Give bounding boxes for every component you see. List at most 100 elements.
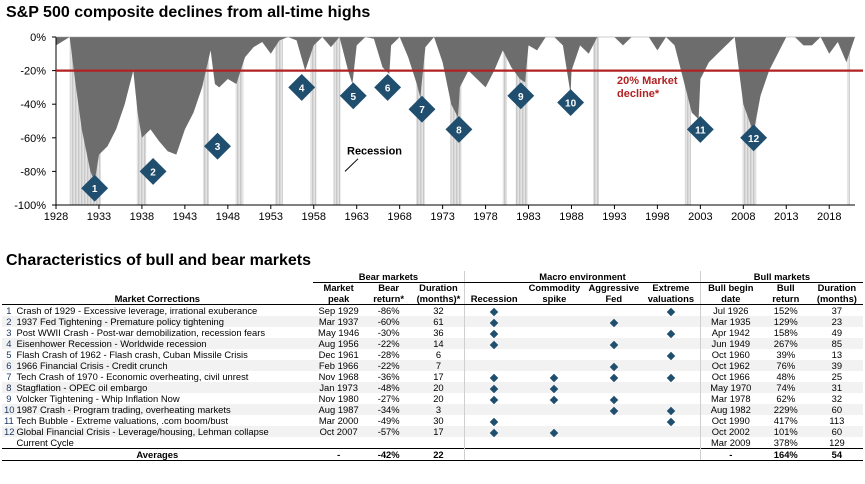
correction-marker bbox=[81, 174, 109, 202]
table-row: 10 1987 Crash - Program trading, overheat… bbox=[2, 404, 863, 415]
recession-flag bbox=[464, 437, 524, 449]
x-tick-label: 2008 bbox=[731, 211, 755, 223]
x-tick-label: 1973 bbox=[430, 211, 454, 223]
bear-duration: 14 bbox=[433, 338, 444, 349]
bull-return: 48% bbox=[776, 371, 796, 382]
bull-begin-date: Jun 1949 bbox=[699, 338, 761, 349]
bull-duration: 60 bbox=[831, 404, 843, 415]
correction-marker bbox=[204, 132, 231, 160]
bull-begin-date: Aug 1982 bbox=[699, 404, 761, 415]
market-peak: Mar 1937 bbox=[318, 316, 359, 327]
diamond-icon bbox=[550, 384, 559, 393]
correction-marker-label: 5 bbox=[350, 92, 356, 103]
bull-return: 129% bbox=[773, 316, 798, 327]
correction-name: Post WWII Crash - Post-war demobilizatio… bbox=[16, 327, 266, 338]
commodity-flag bbox=[523, 316, 586, 327]
diamond-icon bbox=[666, 307, 676, 316]
market-peak: Sep 1929 bbox=[318, 305, 359, 316]
y-tick-label: 0% bbox=[30, 32, 46, 44]
recession-band bbox=[847, 37, 850, 205]
commodity-flag bbox=[523, 415, 586, 426]
row-number: 10 bbox=[4, 404, 15, 415]
table-row: 1 Crash of 1929 - Excessive leverage, irr… bbox=[2, 304, 863, 317]
bull-return: 267% bbox=[773, 338, 798, 349]
bull-return: 101% bbox=[773, 426, 798, 437]
recession-band bbox=[275, 37, 283, 205]
bull-return: 158% bbox=[773, 327, 798, 338]
valuations-flag bbox=[642, 404, 700, 415]
bull-duration: 13 bbox=[831, 349, 843, 360]
recession-flag bbox=[464, 404, 524, 415]
bull-begin-header: Bull begin date bbox=[699, 282, 761, 305]
commodity-flag bbox=[523, 338, 586, 349]
valuations-flag bbox=[642, 305, 700, 317]
x-tick-label: 2003 bbox=[688, 211, 712, 223]
bear-return: -49% bbox=[377, 415, 400, 426]
recession-flag bbox=[464, 338, 524, 349]
market-peak: Oct 2007 bbox=[319, 426, 358, 437]
macro-group-header: Macro environment bbox=[464, 271, 701, 283]
avg-bull-return: 164% bbox=[760, 448, 811, 461]
fed-flag bbox=[586, 371, 642, 382]
avg-fed bbox=[585, 448, 642, 461]
correction-name: Global Financial Crisis - Leverage/housi… bbox=[16, 426, 269, 437]
table-row: 2 1937 Fed Tightening - Premature policy … bbox=[2, 316, 863, 327]
market-table: Bear markets Macro environment Bull mark… bbox=[2, 271, 863, 461]
valuations-flag bbox=[642, 415, 700, 426]
row-number: 6 bbox=[6, 360, 12, 371]
row-number: 2 bbox=[6, 316, 12, 327]
table-row: 6 1966 Financial Crisis - Credit crunch Fe… bbox=[2, 360, 863, 371]
row-number bbox=[2, 437, 15, 449]
avg-bull-duration: 54 bbox=[810, 448, 863, 461]
bull-begin-date: Oct 1966 bbox=[699, 371, 761, 382]
table-row: Current Cycle Mar 2009 378% 129 bbox=[2, 437, 863, 449]
threshold-label-line2: decline* bbox=[617, 88, 660, 100]
bull-duration: 23 bbox=[831, 316, 843, 327]
recession-label: Recession bbox=[347, 146, 402, 158]
valuations-flag bbox=[642, 426, 700, 437]
diamond-icon bbox=[489, 307, 499, 316]
bear-duration bbox=[413, 437, 465, 449]
averages-row: Averages - -42% 22-164% 54 bbox=[2, 448, 863, 461]
table-row: 4 Eisenhower Recession - Worldwide recess… bbox=[2, 338, 863, 349]
recession-flag bbox=[464, 382, 524, 393]
bull-begin-date: Mar 1978 bbox=[699, 393, 761, 404]
bear-duration: 3 bbox=[435, 404, 442, 415]
correction-marker bbox=[139, 157, 167, 185]
commodity-flag bbox=[523, 393, 586, 404]
commodity-flag bbox=[523, 404, 586, 415]
bear-return: -28% bbox=[377, 349, 400, 360]
x-tick-label: 1993 bbox=[602, 211, 626, 223]
correction-name: Tech Crash of 1970 - Economic overheatin… bbox=[16, 371, 249, 382]
bear-return: -27% bbox=[377, 393, 400, 404]
recession-band bbox=[684, 37, 691, 205]
correction-marker-label: 3 bbox=[215, 142, 221, 153]
diamond-icon bbox=[666, 406, 676, 415]
bear-return: -60% bbox=[377, 316, 400, 327]
valuations-flag bbox=[642, 382, 700, 393]
market-peak: Nov 1968 bbox=[318, 371, 359, 382]
averages-label: Averages bbox=[2, 448, 313, 461]
bull-return: 74% bbox=[776, 382, 796, 393]
correction-marker-label: 10 bbox=[565, 99, 577, 110]
diamond-icon bbox=[489, 340, 499, 349]
x-tick-label: 1968 bbox=[387, 211, 411, 223]
diamond-icon bbox=[550, 395, 559, 404]
recession-band bbox=[592, 37, 599, 205]
diamond-icon bbox=[489, 417, 499, 426]
corrections-header: Market Corrections bbox=[2, 282, 313, 305]
bull-duration: 32 bbox=[831, 393, 843, 404]
bull-begin-date: May 1970 bbox=[699, 382, 761, 393]
correction-name: Tech Bubble - Extreme valuations, .com b… bbox=[16, 415, 229, 426]
bull-begin-date: Mar 2009 bbox=[699, 437, 761, 449]
diamond-icon bbox=[489, 428, 499, 437]
diamond-icon bbox=[489, 384, 499, 393]
avg-recession bbox=[464, 448, 524, 461]
recession-flag bbox=[464, 393, 524, 404]
bull-duration-header: Duration (months) bbox=[810, 282, 863, 305]
diamond-icon bbox=[666, 329, 676, 338]
bear-duration: 20 bbox=[433, 382, 444, 393]
market-peak: Mar 2000 bbox=[318, 415, 359, 426]
commodity-flag bbox=[523, 382, 586, 393]
bull-begin-date: Oct 1960 bbox=[699, 349, 761, 360]
